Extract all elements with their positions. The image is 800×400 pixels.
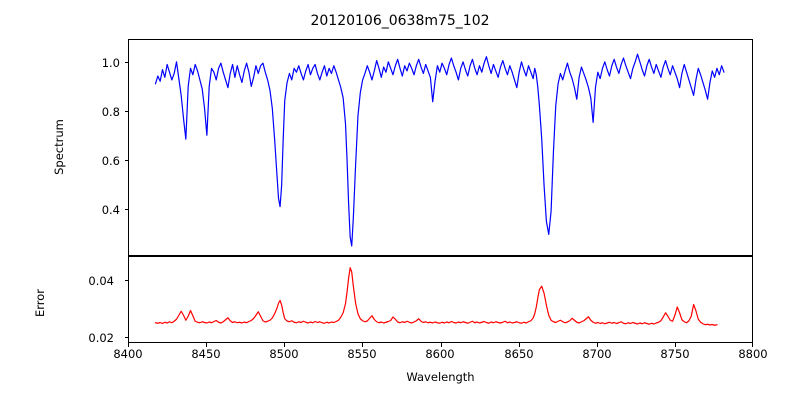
xtick-8650: 8650 [504,347,534,361]
spectrum-line-chart [129,40,752,255]
error-plot-panel [128,256,753,343]
spectrum-ytick-1: 1.0 [101,56,120,70]
spectrum-ytick-2: 0.8 [101,105,120,119]
spectrum-ytickmark-2 [124,111,128,113]
error-y-axis-label: Error [33,288,47,318]
xtickmark-8600 [440,343,442,347]
spectrum-ytick-4: 0.4 [101,203,120,217]
figure-title: 20120106_0638m75_102 [310,13,490,29]
xtickmark-8650 [518,343,520,347]
spectrum-ytickmark-4 [124,209,128,211]
spectrum-plot-panel [128,39,753,256]
xtickmark-8750 [674,343,676,347]
xtick-8500: 8500 [269,347,299,361]
xtickmark-8550 [362,343,364,347]
xtickmark-8800 [752,343,754,347]
spectrum-y-axis-label: Spectrum [52,119,66,175]
xtick-8400: 8400 [113,347,143,361]
xtick-8550: 8550 [347,347,377,361]
xtickmark-8400 [128,343,130,347]
error-line-chart [129,257,752,342]
x-axis-label: Wavelength [406,370,475,384]
xtick-8600: 8600 [425,347,455,361]
xtickmark-8500 [284,343,286,347]
xtick-8750: 8750 [660,347,690,361]
error-ytickmark-2 [124,337,128,339]
error-ytick-2: 0.02 [88,331,114,345]
spectrum-ytickmark-1 [124,62,128,64]
xtickmark-8700 [596,343,598,347]
xtick-8450: 8450 [191,347,221,361]
xtickmark-8450 [206,343,208,347]
spectrum-ytick-3: 0.6 [101,154,120,168]
error-ytick-1: 0.04 [88,274,114,288]
spectrum-ytickmark-3 [124,160,128,162]
xtick-8700: 8700 [582,347,612,361]
error-ytickmark-1 [124,280,128,282]
xtick-8800: 8800 [738,347,768,361]
